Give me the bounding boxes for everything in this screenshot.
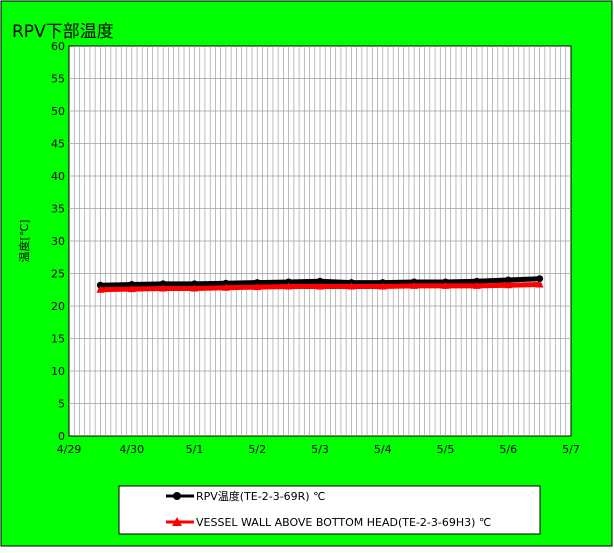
data-point (96, 285, 105, 293)
x-tick-labels: 4/29 4/30 5/1 5/2 5/3 5/4 5/5 5/6 5/7 (57, 443, 580, 456)
data-point (285, 278, 293, 286)
data-point (472, 281, 481, 289)
legend: RPV温度(TE-2-3-69R) ℃ VESSEL WALL ABOVE BOT… (166, 489, 491, 529)
y-tick-label: 15 (51, 333, 65, 346)
data-point (316, 277, 324, 285)
x-tick-label: 5/7 (562, 443, 580, 456)
data-point (96, 281, 104, 289)
y-tick-label: 45 (51, 138, 65, 151)
y-tick-label: 20 (51, 300, 65, 313)
x-tick-label: 5/6 (499, 443, 517, 456)
data-point (473, 277, 481, 285)
x-tick-label: 5/5 (437, 443, 455, 456)
legend-marker (172, 517, 182, 526)
data-point (441, 281, 450, 289)
data-point (410, 281, 419, 289)
y-tick-label: 50 (51, 105, 65, 118)
x-tick-label: 5/2 (248, 443, 266, 456)
data-point (159, 284, 168, 292)
x-tick-label: 5/3 (311, 443, 329, 456)
data-point (504, 276, 512, 284)
series-layer (96, 275, 544, 293)
data-point (284, 282, 293, 290)
chart-title: RPV下部温度 (12, 22, 114, 42)
legend-label: VESSEL WALL ABOVE BOTTOM HEAD(TE-2-3-69H… (196, 516, 491, 529)
data-point (190, 284, 199, 292)
x-tick-label: 4/29 (57, 443, 82, 456)
data-point (347, 282, 356, 290)
data-point (253, 283, 262, 291)
legend-label: RPV温度(TE-2-3-69R) ℃ (196, 489, 325, 503)
y-axis-label: 温度[℃] (17, 220, 31, 263)
x-tick-label: 5/1 (186, 443, 204, 456)
legend-box (118, 485, 541, 535)
series-2 (96, 280, 544, 293)
data-point (221, 283, 230, 291)
y-tick-label: 30 (51, 235, 65, 248)
grid-lines (69, 46, 571, 436)
y-tick-label: 40 (51, 170, 65, 183)
data-point (191, 280, 198, 288)
data-point (159, 280, 167, 288)
y-tick-label: 0 (58, 430, 65, 443)
data-point (128, 281, 136, 289)
data-point (127, 285, 136, 293)
y-tick-label: 25 (51, 268, 65, 281)
y-tick-label: 55 (51, 73, 65, 86)
y-tick-labels: 0 5 10 15 20 25 30 35 40 45 50 55 60 (51, 40, 65, 443)
data-point (535, 280, 544, 288)
data-point (316, 282, 324, 290)
y-tick-label: 10 (51, 365, 65, 378)
data-point (253, 279, 261, 287)
data-point (378, 282, 387, 290)
series-1 (96, 275, 544, 289)
data-point (504, 281, 513, 289)
y-tick-label: 5 (58, 398, 65, 411)
x-tick-label: 5/4 (374, 443, 392, 456)
x-tick-label: 4/30 (119, 443, 144, 456)
legend-marker (173, 492, 181, 500)
y-tick-label: 35 (51, 203, 65, 216)
data-point (536, 275, 544, 283)
y-tick-label: 60 (51, 40, 65, 53)
data-point (222, 279, 230, 287)
